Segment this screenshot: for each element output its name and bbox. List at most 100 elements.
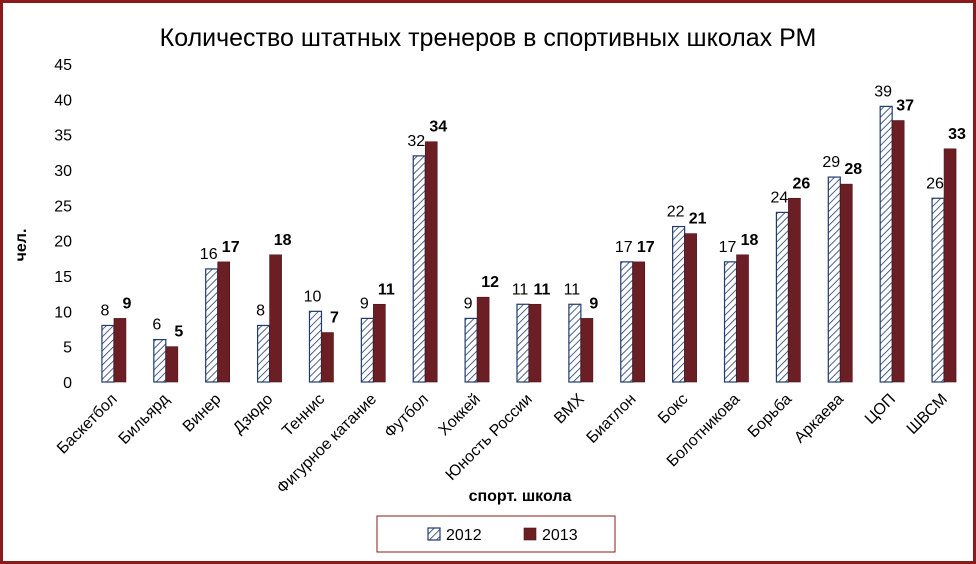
bar-label-2012: 11: [564, 281, 581, 298]
category-label: BMX: [551, 391, 588, 428]
bar-2012: [205, 268, 219, 383]
y-tick-label: 45: [54, 57, 72, 74]
bar-2012: [931, 197, 945, 383]
bar-label-2013: 11: [378, 281, 395, 298]
bar-2013: [684, 233, 697, 383]
bar-label-2012: 6: [152, 317, 161, 334]
bar-label-2012: 24: [771, 189, 789, 206]
bar-2013: [113, 318, 127, 383]
bar-2013: [373, 303, 386, 383]
category-label: Бильярд: [116, 390, 173, 447]
legend: 2012 2013: [376, 515, 616, 553]
bar-label-2012: 11: [512, 281, 529, 298]
bar-2013: [891, 120, 905, 383]
chart-title: Количество штатных тренеров в спортивных…: [160, 24, 817, 52]
bar-label-2012: 22: [667, 204, 685, 221]
category-label: Хоккей: [436, 391, 484, 439]
bar-label-2013: 33: [948, 126, 966, 143]
bar-label-2012: 39: [874, 83, 892, 100]
y-axis-label: чел.: [13, 229, 30, 262]
y-tick-label: 15: [54, 269, 72, 286]
bar-label-2012: 8: [256, 302, 265, 319]
bar-2013: [269, 254, 282, 383]
y-tick-label: 0: [63, 375, 72, 392]
legend-label-2013: 2013: [542, 527, 578, 544]
bar-2012: [723, 261, 738, 383]
bar-label-2013: 28: [844, 161, 862, 178]
bar-label-2013: 18: [274, 232, 292, 249]
category-label: Аркаева: [791, 391, 847, 447]
bar-2012: [775, 211, 790, 383]
bar-2013: [788, 197, 801, 383]
category-label: Дзюдо: [230, 391, 276, 437]
bar-2012: [256, 324, 271, 383]
bar-2013: [165, 346, 179, 383]
bar-2013: [580, 318, 594, 383]
bar-2012: [568, 303, 582, 383]
category-label: Бокс: [655, 391, 691, 427]
legend-swatch-2013: [523, 527, 537, 541]
bar-2013: [632, 261, 646, 383]
bar-2012: [412, 155, 426, 383]
bar-label-2012: 8: [100, 302, 109, 319]
bar-2013: [528, 303, 542, 383]
category-label: Борьба: [745, 391, 796, 442]
bar-label-2013: 5: [174, 324, 183, 341]
bar-2013: [217, 261, 231, 383]
bar-label-2013: 9: [589, 295, 598, 312]
category-label: Теннис: [279, 391, 328, 440]
bar-2013: [476, 296, 490, 383]
bar-2012: [516, 303, 530, 383]
bar-label-2012: 9: [360, 295, 369, 312]
x-axis-label: спорт. школа: [469, 488, 572, 505]
bar-label-2013: 17: [222, 239, 240, 256]
bar-label-2013: 12: [481, 274, 499, 291]
bar-label-2013: 37: [896, 98, 914, 115]
bars: [101, 105, 957, 383]
bar-2012: [827, 176, 841, 383]
bar-2013: [839, 183, 853, 383]
bar-label-2013: 26: [793, 175, 811, 192]
bar-label-2012: 29: [822, 154, 840, 171]
bar-label-2013: 11: [534, 281, 551, 298]
y-axis-ticks: 0 5 10 15 20 25 30 35 40 45: [54, 57, 72, 392]
bar-2013: [736, 254, 749, 383]
category-label: ЦОП: [862, 391, 899, 428]
category-label: Фигурное катание: [274, 391, 380, 497]
legend-box: [376, 515, 616, 553]
bar-2012: [308, 310, 323, 383]
category-label: Винер: [180, 391, 225, 436]
y-tick-label: 10: [54, 304, 72, 321]
y-tick-label: 35: [54, 128, 72, 145]
legend-label-2012: 2012: [446, 527, 482, 544]
bar-label-2012: 16: [200, 246, 218, 263]
bar-2013: [943, 148, 957, 383]
legend-swatch-2012: [427, 527, 441, 541]
category-label: Биатлон: [584, 391, 640, 447]
bar-label-2012: 9: [464, 295, 473, 312]
bar-label-2012: 17: [719, 239, 737, 256]
y-tick-label: 30: [54, 163, 72, 180]
bar-label-2012: 32: [407, 133, 425, 150]
bar-2012: [464, 317, 478, 383]
bar-2012: [879, 105, 893, 383]
bar-label-2013: 17: [637, 239, 655, 256]
bar-label-2012: 10: [304, 288, 322, 305]
bar-2013: [424, 141, 438, 383]
bar-2013: [321, 332, 334, 383]
category-label: ШВСМ: [904, 391, 951, 438]
bar-label-2013: 9: [122, 295, 131, 312]
bar-2012: [360, 317, 374, 383]
y-tick-label: 40: [54, 92, 72, 109]
bar-label-2013: 7: [330, 310, 339, 327]
category-label: Баскетбол: [54, 391, 121, 458]
bar-label-2013: 21: [689, 211, 707, 228]
bar-2012: [153, 339, 167, 383]
category-label: Футбол: [381, 391, 432, 442]
y-tick-label: 5: [63, 340, 72, 357]
bar-2012: [620, 261, 634, 383]
